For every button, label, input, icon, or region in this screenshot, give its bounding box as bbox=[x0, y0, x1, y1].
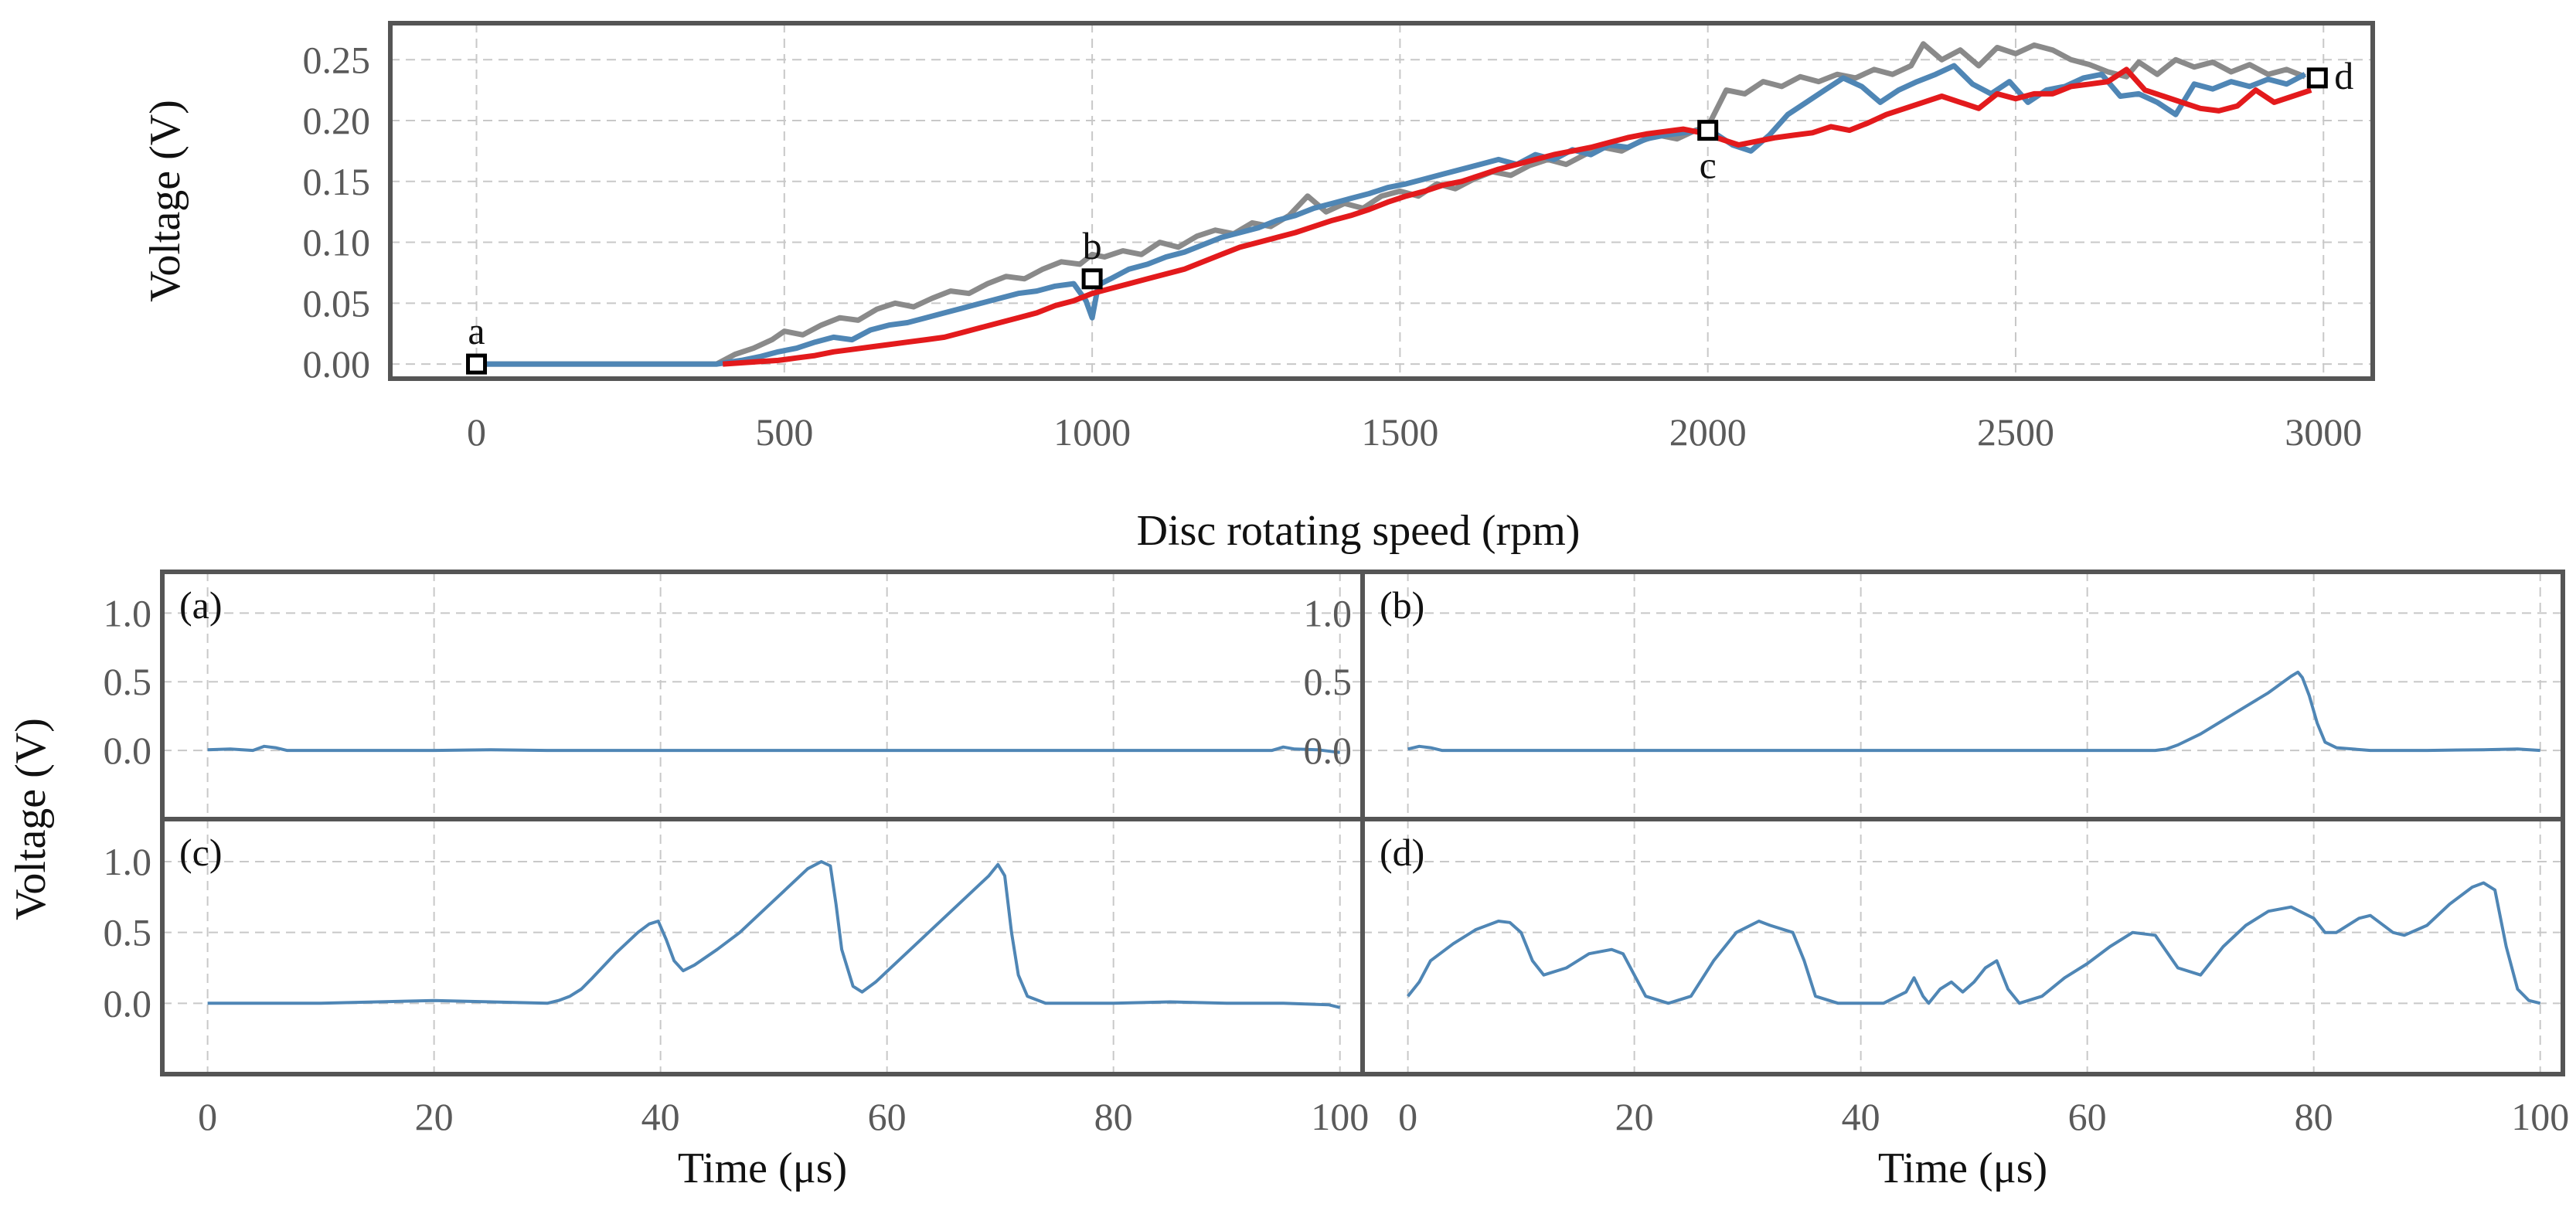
panel-x-tick-label: 100 bbox=[2511, 1095, 2569, 1138]
lower-y-axis-label: Voltage (V) bbox=[7, 718, 55, 920]
marker-c bbox=[1697, 120, 1719, 141]
panel-y-tick-label: 0.0 bbox=[104, 729, 152, 772]
top-x-axis-label: Disc rotating speed (rpm) bbox=[1137, 507, 1581, 555]
panel-d: (d) 0 20 40 60 80 100 Time (μs) bbox=[1360, 817, 2569, 1192]
panel-y-tick-label: 1.0 bbox=[104, 591, 152, 634]
panel-frame bbox=[1360, 817, 2565, 1076]
top-markers: a b c d bbox=[466, 54, 2353, 375]
panel-x-tick-label: 80 bbox=[2295, 1095, 2333, 1138]
top-y-tick-label: 0.15 bbox=[303, 160, 371, 203]
marker-b bbox=[1081, 268, 1103, 290]
panel-x-tick-label: 20 bbox=[415, 1095, 454, 1138]
panel-x-tick-label: 100 bbox=[1311, 1095, 1369, 1138]
top-x-tick-label: 2500 bbox=[1977, 410, 2054, 454]
top-tick-labels: 0 500 1000 1500 2000 2500 3000 0.00 0.05 0.10 0.15… bbox=[303, 38, 2363, 454]
panel-y-tick-label: 1.0 bbox=[104, 840, 152, 883]
panel-x-axis-label: Time (μs) bbox=[1878, 1144, 2047, 1192]
panel-series-line bbox=[1407, 670, 2540, 753]
marker-label-a: a bbox=[468, 309, 485, 352]
panel-tag: (a) bbox=[179, 583, 223, 627]
marker-label-b: b bbox=[1083, 224, 1102, 267]
panel-a: (a) 0.0 0.5 1.0 bbox=[104, 570, 1365, 821]
top-x-tick-label: 3000 bbox=[2285, 410, 2362, 454]
panel-y-tick-label: 0.5 bbox=[104, 660, 152, 703]
time-domain-panels: (a) 0.0 0.5 1.0 (b) 0.0 0.5 1.0 (c) 0.0 0.5 1.0 0 20 4… bbox=[104, 570, 2569, 1192]
panel-y-tick-label: 1.0 bbox=[1304, 591, 1353, 634]
marker-label-c: c bbox=[1700, 144, 1717, 187]
panel-tag: (c) bbox=[179, 831, 223, 874]
top-series bbox=[476, 41, 2312, 367]
marker-d bbox=[2306, 67, 2328, 89]
top-x-tick-label: 0 bbox=[467, 410, 486, 454]
panel-x-axis-label: Time (μs) bbox=[678, 1144, 847, 1192]
panel-x-tick-label: 20 bbox=[1615, 1095, 1654, 1138]
panel-x-tick-label: 80 bbox=[1094, 1095, 1133, 1138]
panel-tag: (b) bbox=[1380, 583, 1424, 627]
top-plot-frame bbox=[388, 21, 2375, 381]
top-y-tick-label: 0.25 bbox=[303, 38, 371, 81]
panel-x-tick-label: 0 bbox=[1398, 1095, 1417, 1138]
panel-tag: (d) bbox=[1380, 831, 1424, 874]
top-y-axis-label: Voltage (V) bbox=[141, 100, 189, 302]
panel-x-tick-label: 40 bbox=[641, 1095, 680, 1138]
top-y-tick-label: 0.20 bbox=[303, 99, 371, 142]
top-x-tick-label: 1000 bbox=[1053, 410, 1131, 454]
panel-series-line bbox=[207, 744, 1340, 754]
panel-x-tick-label: 0 bbox=[198, 1095, 217, 1138]
series-line-red bbox=[722, 66, 2312, 367]
top-y-tick-label: 0.00 bbox=[303, 342, 371, 386]
panel-y-tick-label: 0.5 bbox=[1304, 660, 1353, 703]
panel-x-tick-label: 40 bbox=[1842, 1095, 1880, 1138]
top-x-tick-label: 500 bbox=[755, 410, 813, 454]
marker-a bbox=[466, 353, 488, 375]
panel-y-tick-label: 0.5 bbox=[104, 911, 152, 954]
panel-series-line bbox=[1407, 881, 2541, 1005]
panel-x-tick-label: 60 bbox=[868, 1095, 907, 1138]
panel-x-tick-label: 60 bbox=[2068, 1095, 2107, 1138]
panel-y-tick-label: 0.0 bbox=[1304, 729, 1353, 772]
series-line-blue bbox=[476, 63, 2307, 367]
panel-y-tick-label: 0.0 bbox=[104, 981, 152, 1025]
series-line-gray bbox=[476, 41, 2306, 367]
top-x-tick-label: 1500 bbox=[1361, 410, 1438, 454]
top-y-tick-label: 0.10 bbox=[303, 221, 371, 264]
marker-label-d: d bbox=[2334, 54, 2353, 97]
panel-series-line bbox=[207, 860, 1341, 1009]
top-y-tick-label: 0.05 bbox=[303, 281, 371, 325]
top-x-tick-label: 2000 bbox=[1669, 410, 1747, 454]
speed-voltage-chart: a b c d 0 500 1000 1500 2000 2500 3000 0.00 0.05 0.1… bbox=[141, 21, 2375, 555]
